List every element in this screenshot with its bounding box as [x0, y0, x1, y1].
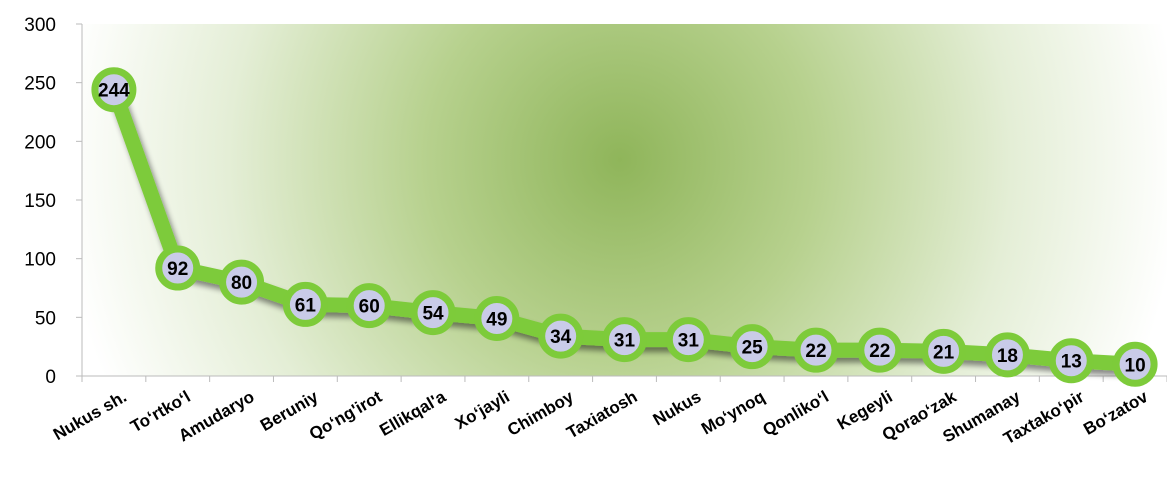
x-tick-label: Xo‘jayli: [452, 387, 513, 433]
data-label: 34: [550, 327, 572, 348]
y-tick-label: 0: [45, 367, 56, 388]
x-tick-label: Qonliko‘l: [759, 387, 831, 440]
data-point: [155, 245, 201, 291]
data-label: 22: [805, 341, 826, 362]
data-label: 60: [359, 297, 380, 318]
x-tick-label: Taxiatosh: [563, 387, 640, 443]
data-point: [921, 328, 967, 374]
data-label: 10: [1125, 355, 1146, 376]
x-tick-label: Qo‘ng'irot: [306, 387, 386, 444]
data-label: 31: [678, 331, 700, 352]
data-point: [219, 259, 265, 305]
data-label: 92: [167, 259, 188, 280]
data-point: [602, 317, 647, 363]
data-point: [410, 290, 456, 336]
data-point: [984, 332, 1030, 378]
data-label: 49: [486, 310, 507, 331]
data-point: [665, 317, 711, 363]
data-point: [91, 67, 137, 113]
data-labels: 244 92 80 61 60 54 49 34 31 31 25 22 22 21 18 13 10: [98, 81, 1146, 377]
data-point: [729, 324, 775, 370]
data-label: 21: [933, 342, 955, 363]
data-label: 80: [231, 273, 252, 294]
data-point: [346, 283, 392, 329]
x-tick-label: Nukus sh.: [50, 387, 130, 444]
data-label: 54: [422, 304, 444, 325]
data-label: 22: [869, 341, 890, 362]
data-label: 13: [1061, 352, 1082, 373]
markers: [91, 67, 1158, 387]
data-point: [857, 327, 903, 373]
data-point: [1112, 341, 1158, 387]
x-tick-label: Ellikqal'a: [376, 387, 449, 440]
y-tick-label: 100: [24, 250, 56, 271]
y-tick-label: 250: [24, 74, 56, 95]
y-tick-label: 200: [24, 132, 56, 153]
x-tick-label: Bo‘zatov: [1080, 387, 1151, 439]
data-point: [793, 327, 839, 373]
data-point: [474, 296, 520, 342]
data-label: 61: [295, 295, 317, 316]
y-tick-label: 150: [24, 191, 56, 212]
data-label: 25: [742, 338, 764, 359]
y-tick-label: 300: [24, 15, 56, 36]
data-point: [282, 281, 328, 327]
x-tick-label: Nukus: [650, 387, 705, 429]
y-axis: 0 50 100 150 200 250 300: [24, 15, 83, 388]
x-tick-label: Mo‘ynoq: [698, 387, 768, 438]
data-label: 31: [614, 331, 636, 352]
data-label: 18: [997, 346, 1018, 367]
data-point: [538, 313, 584, 359]
y-tick-label: 50: [35, 308, 56, 329]
data-point: [1048, 338, 1094, 384]
data-label: 244: [98, 81, 130, 102]
